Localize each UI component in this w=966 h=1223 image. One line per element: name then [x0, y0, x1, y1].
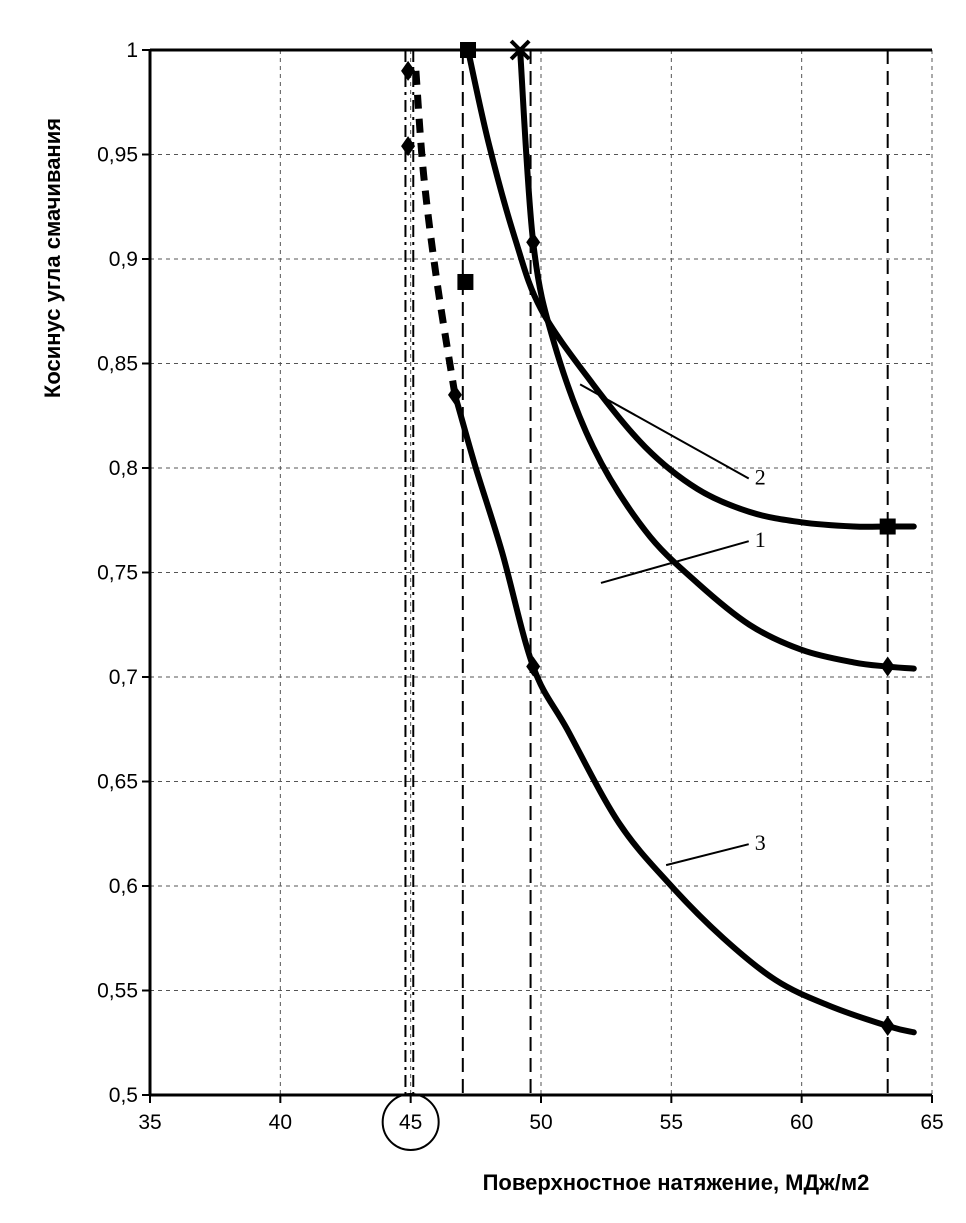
x-tick-label-1: 40 — [269, 1111, 292, 1134]
marker-3-1 — [526, 656, 541, 677]
marker-3-2 — [880, 1016, 895, 1037]
series-group — [412, 47, 917, 1036]
marker-2-1 — [879, 518, 896, 535]
y-tick-label-2: 0,6 — [109, 875, 138, 898]
x-tick-label-2: 45 — [399, 1111, 422, 1134]
x-tick-labels: 35 40 45 50 55 60 65 — [138, 1093, 944, 1151]
annotations-group: 2 1 3 — [579, 383, 766, 867]
y-tick-label-9: 0,95 — [97, 144, 138, 167]
marker-1-2 — [880, 656, 895, 677]
y-tick-label-5: 0,75 — [97, 562, 138, 585]
grid — [150, 49, 933, 1095]
curve-label-3: 3 — [755, 830, 766, 855]
marker-1-1 — [526, 232, 541, 253]
series-line-dashed — [412, 70, 459, 396]
y-tick-label-7: 0,85 — [97, 353, 138, 376]
x-tick-label-6: 65 — [920, 1111, 943, 1134]
axes — [142, 48, 933, 1103]
x-tick-label-3: 50 — [529, 1111, 552, 1134]
marker-3-0 — [447, 384, 462, 405]
y-tick-label-4: 0,7 — [109, 666, 138, 689]
y-tick-label-6: 0,8 — [109, 457, 138, 480]
series-line-2 — [465, 47, 917, 530]
series-line-3 — [452, 391, 917, 1036]
y-tick-labels: 0,5 0,55 0,6 0,65 0,7 0,75 0,8 0,85 0,9 0,95 1 — [97, 39, 138, 1107]
x-axis-title: Поверхностное натяжение, МДж/м2 — [483, 1170, 870, 1195]
y-tick-label-3: 0,65 — [97, 771, 138, 794]
y-tick-label-1: 0,55 — [97, 980, 138, 1003]
marker-dashed-1 — [401, 60, 416, 81]
highlighted-tick-circle — [381, 1093, 440, 1151]
annotation-leader-3 — [665, 843, 749, 867]
marker-dashed-2 — [457, 273, 474, 290]
series-line-1 — [517, 47, 917, 672]
y-tick-label-8: 0,9 — [109, 248, 138, 271]
y-tick-label-0: 0,5 — [109, 1084, 138, 1107]
y-tick-label-10: 1 — [126, 39, 138, 62]
curve-label-1: 1 — [755, 527, 766, 552]
annotation-leader-2 — [579, 383, 750, 480]
annotation-leader-1 — [600, 540, 750, 584]
x-tick-label-0: 35 — [138, 1111, 161, 1134]
marker-dashed-0 — [401, 136, 416, 157]
x-tick-label-5: 60 — [790, 1111, 813, 1134]
y-axis-title: Косинус угла смачивания — [40, 118, 65, 398]
x-tick-label-4: 55 — [660, 1111, 683, 1134]
curve-label-2: 2 — [755, 464, 766, 489]
